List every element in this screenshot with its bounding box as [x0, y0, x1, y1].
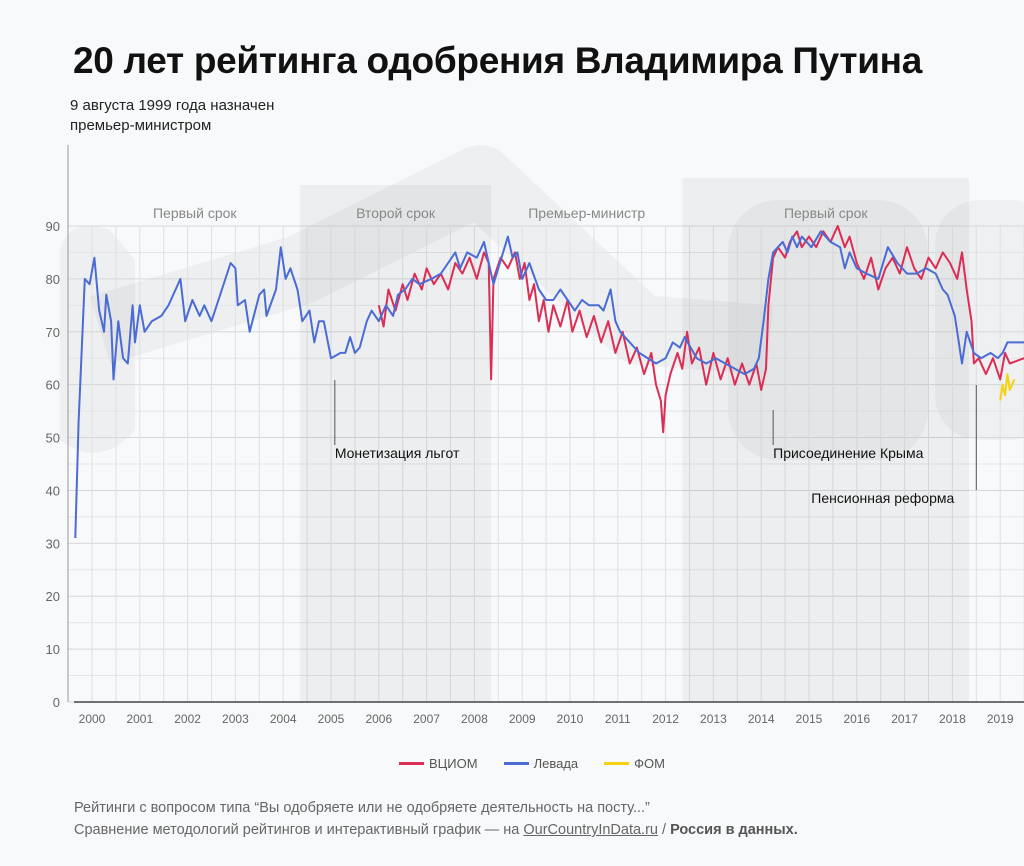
x-tick-label: 2000	[79, 712, 106, 726]
x-tick-label: 2019	[987, 712, 1014, 726]
period-label: Первый срок	[153, 205, 237, 221]
x-tick-label: 2009	[509, 712, 536, 726]
footer-line-1: Рейтинги с вопросом типа “Вы одобряете и…	[74, 800, 650, 816]
footer-line-2: Сравнение методологий рейтингов и интера…	[74, 819, 798, 841]
series-line-ФОМ	[999, 373, 1016, 401]
legend-item-vciom[interactable]: ВЦИОМ	[399, 756, 478, 771]
x-tick-label: 2008	[461, 712, 488, 726]
x-tick-label: 2017	[891, 712, 918, 726]
x-tick-label: 2001	[126, 712, 153, 726]
appointment-note: 9 августа 1999 года назначен премьер-мин…	[70, 97, 275, 134]
x-tick-label: 2012	[652, 712, 679, 726]
annotation-label: Пенсионная реформа	[811, 490, 954, 506]
y-tick-label: 40	[46, 483, 60, 498]
period-shade	[682, 178, 970, 702]
watermark-band	[89, 145, 773, 375]
x-tick-label: 2003	[222, 712, 249, 726]
legend: ВЦИОМ Левада ФОМ	[0, 756, 1024, 771]
y-tick-label: 60	[46, 378, 60, 393]
series-line-Левада	[74, 230, 1024, 539]
footer-text: Сравнение методологий рейтингов и интера…	[74, 822, 524, 838]
footer: Рейтинги с вопросом типа “Вы одобряете и…	[74, 797, 798, 841]
annotation-label: Присоединение Крыма	[773, 445, 923, 461]
brand-name: Россия в данных.	[670, 822, 798, 838]
legend-label: ВЦИОМ	[429, 756, 478, 771]
y-tick-label: 30	[46, 536, 60, 551]
approval-chart: Первый срок Второй срок Премьер-министр Пер…	[46, 145, 1024, 726]
x-tick-label: 2005	[318, 712, 345, 726]
x-tick-label: 2002	[174, 712, 201, 726]
period-label: Первый срок	[784, 205, 868, 221]
y-tick-label: 50	[46, 431, 60, 446]
footer-separator: /	[657, 822, 671, 838]
y-tick-label: 0	[53, 695, 60, 710]
chart-title: 20 лет рейтинга одобрения Владимира Пути…	[73, 40, 922, 81]
period-label: Второй срок	[356, 205, 436, 221]
annotation-label: Монетизация льгот	[335, 445, 460, 461]
source-link[interactable]: OurCountryInData.ru	[523, 822, 658, 838]
x-tick-label: 2013	[700, 712, 727, 726]
legend-swatch-levada	[503, 762, 529, 765]
x-tick-label: 2004	[270, 712, 297, 726]
series-line-ВЦИОМ	[377, 225, 1024, 434]
y-tick-label: 80	[46, 272, 60, 287]
period-shade	[299, 185, 492, 702]
x-tick-label: 2006	[365, 712, 392, 726]
legend-item-fom[interactable]: ФОМ	[604, 756, 665, 771]
period-label: Премьер-министр	[528, 205, 645, 221]
legend-label: Левада	[533, 756, 579, 771]
x-tick-label: 2016	[843, 712, 870, 726]
legend-item-levada[interactable]: Левада	[503, 756, 579, 771]
y-tick-label: 90	[46, 219, 60, 234]
x-tick-label: 2015	[796, 712, 823, 726]
legend-label: ФОМ	[634, 756, 665, 771]
x-tick-label: 2007	[413, 712, 440, 726]
x-tick-label: 2011	[605, 712, 631, 726]
x-tick-label: 2018	[939, 712, 966, 726]
legend-swatch-fom	[604, 762, 630, 765]
x-tick-label: 2014	[748, 712, 775, 726]
legend-swatch-vciom	[399, 762, 424, 765]
x-tick-label: 2010	[557, 712, 584, 726]
y-tick-label: 20	[46, 589, 60, 604]
y-tick-label: 10	[46, 642, 60, 657]
y-tick-label: 70	[46, 325, 60, 340]
